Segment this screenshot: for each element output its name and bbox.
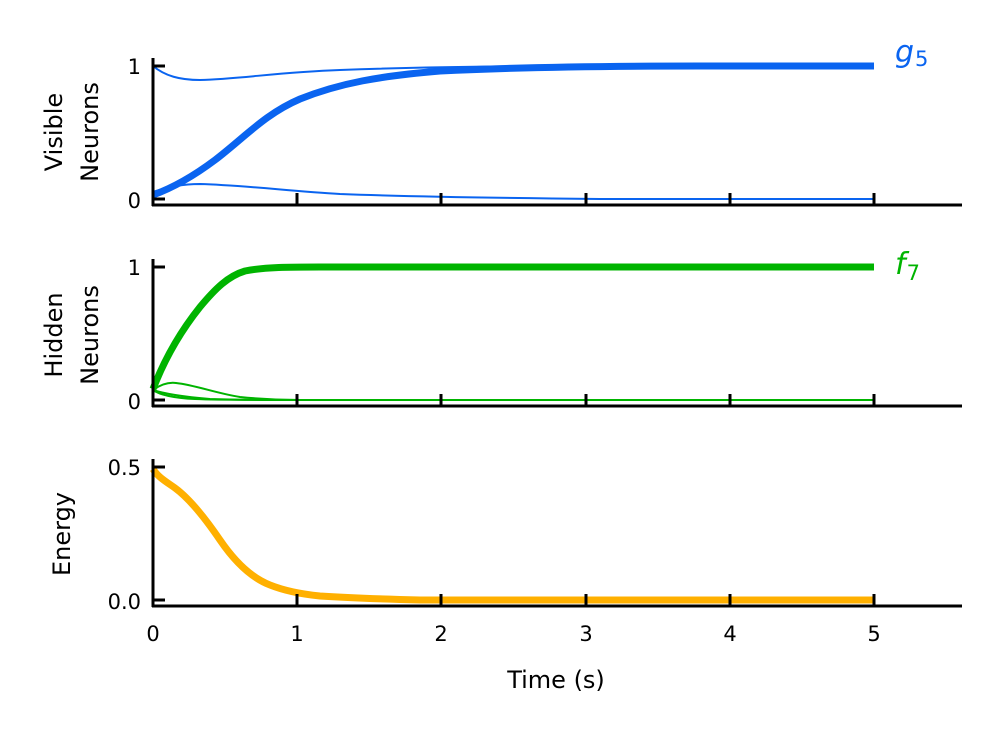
f7-label: f7 — [895, 247, 920, 285]
panel1-ytick-1: 1 — [128, 55, 141, 79]
xtick-0: 0 — [146, 622, 159, 646]
panel2-series — [149, 263, 874, 401]
panel3-ylabel: Energy — [48, 492, 76, 576]
panel1-ylabel-line2: Neurons — [76, 82, 104, 182]
xtick-5: 5 — [867, 622, 880, 646]
panel1-series — [151, 62, 874, 200]
visible-g5-line — [151, 62, 874, 199]
panel2-ylabel-line1: Hidden — [40, 292, 68, 377]
panel1-ylabel-line1: Visible — [40, 93, 68, 171]
xtick-1: 1 — [290, 622, 303, 646]
hidden-f7-line — [149, 263, 874, 391]
panel2-ylabel-line2: Neurons — [76, 285, 104, 385]
panel-hidden-neurons: Hidden Neurons 1 0 f7 — [40, 247, 962, 414]
panel2-ytick-0: 0 — [128, 390, 141, 414]
xtick-4: 4 — [723, 622, 736, 646]
panel3-ytick-0.5: 0.5 — [108, 456, 141, 480]
hidden-line-a — [152, 381, 874, 401]
panel-energy: Energy 0.5 0.0 0 1 2 3 4 5 Time (s) — [48, 456, 962, 694]
g5-label: g5 — [895, 35, 928, 71]
panel3-series — [150, 467, 874, 604]
panel3-ytick-0.0: 0.0 — [108, 590, 141, 614]
panel3-axes — [151, 459, 962, 608]
panel1-axes — [151, 58, 962, 207]
panel1-ytick-0: 0 — [128, 189, 141, 213]
energy-line — [150, 467, 874, 604]
panel2-ytick-1: 1 — [128, 256, 141, 280]
xtick-3: 3 — [579, 622, 592, 646]
hidden-line-c — [152, 389, 874, 401]
x-tick-labels: 0 1 2 3 4 5 — [146, 622, 880, 646]
xtick-2: 2 — [434, 622, 447, 646]
visible-lower-line — [152, 183, 874, 200]
panel-visible-neurons: Visible Neurons 1 0 g5 — [40, 35, 962, 213]
x-axis-label: Time (s) — [506, 666, 605, 694]
panel2-axes — [151, 259, 962, 408]
